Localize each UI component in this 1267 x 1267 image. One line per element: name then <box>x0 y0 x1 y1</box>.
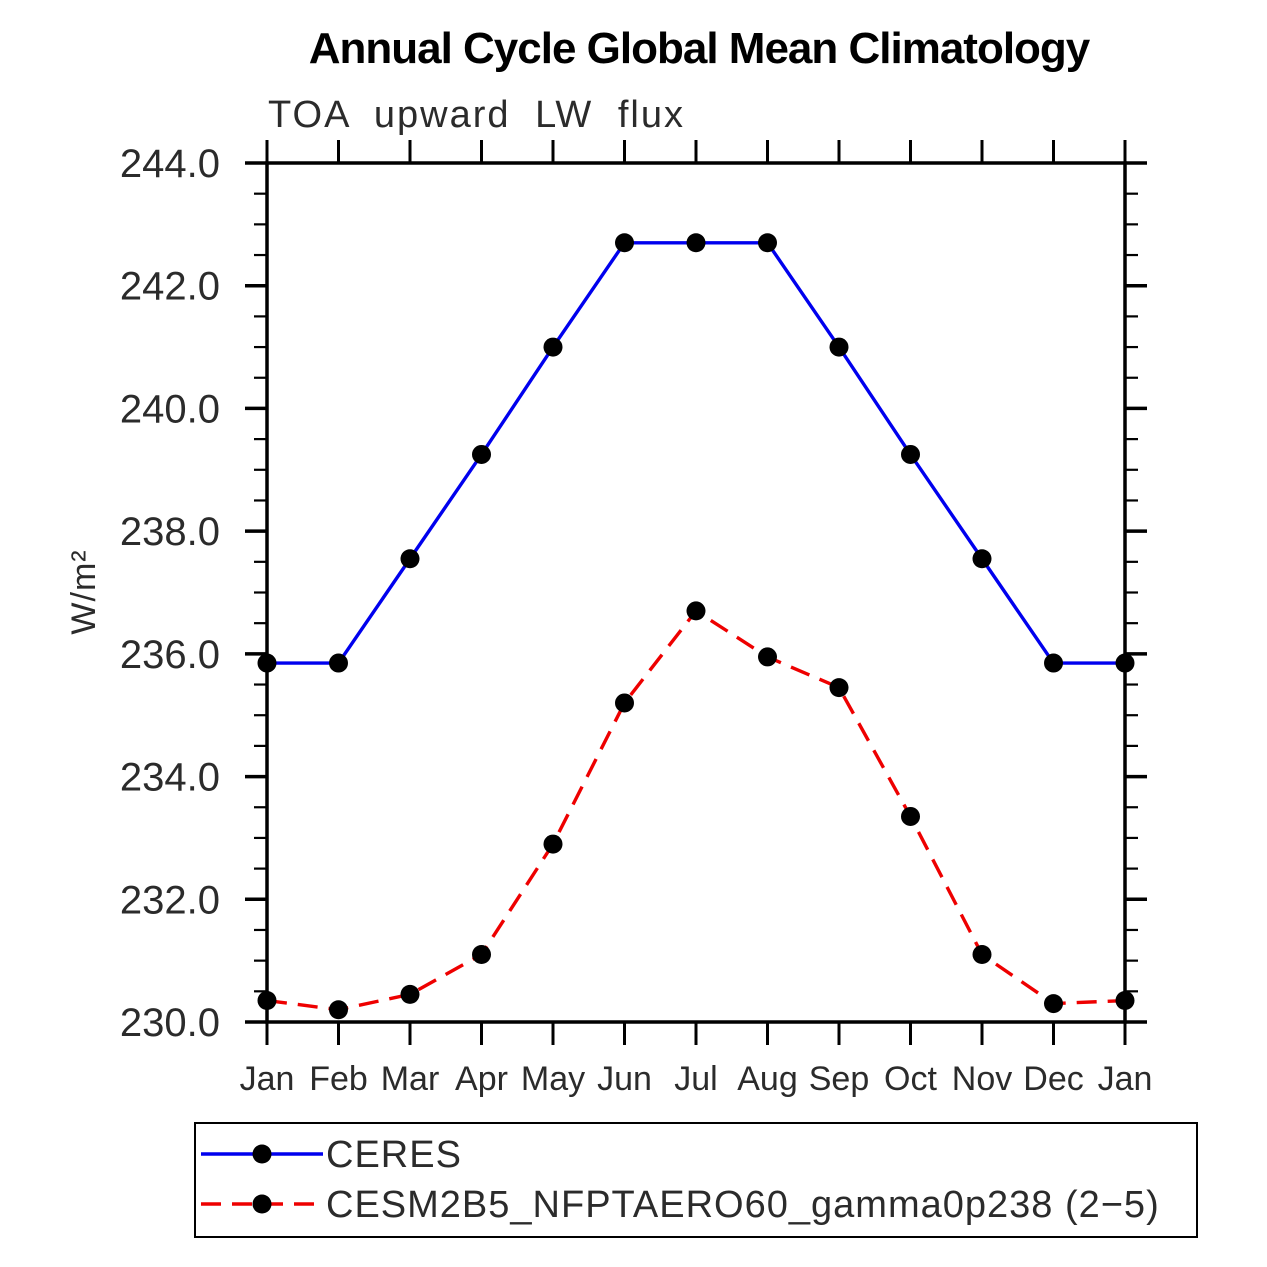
y-tick-label: 230.0 <box>120 1001 220 1045</box>
series-1-marker <box>1044 994 1063 1014</box>
x-tick-label: Apr <box>455 1060 508 1098</box>
series-0-marker <box>901 444 920 464</box>
series-0-marker <box>472 444 491 464</box>
series-1-marker <box>472 945 491 965</box>
series-0-marker <box>1115 653 1135 673</box>
x-tick-label: Sep <box>809 1060 870 1098</box>
series-0-marker <box>1044 653 1063 673</box>
series-1-marker <box>758 647 777 667</box>
series-0-marker <box>615 233 634 253</box>
series-0-marker <box>972 549 992 569</box>
series-0-marker <box>829 337 849 357</box>
series-1-marker <box>400 984 420 1004</box>
chart-subtitle: TOA upward LW flux <box>268 94 685 136</box>
x-tick-label: Feb <box>309 1060 368 1098</box>
series-1-marker <box>686 601 706 621</box>
y-tick-label: 240.0 <box>120 387 220 431</box>
series-0-marker <box>329 653 348 673</box>
axis-box <box>265 161 1127 1024</box>
x-tick-label: Dec <box>1023 1060 1083 1098</box>
series-1-marker <box>972 945 992 965</box>
x-tick-label: Jan <box>1098 1060 1153 1098</box>
x-tick-label: Mar <box>381 1060 440 1098</box>
series-1-marker <box>615 693 634 713</box>
chart-title: Annual Cycle Global Mean Climatology <box>309 24 1091 73</box>
x-tick-label: Nov <box>952 1060 1012 1098</box>
y-tick-label: 236.0 <box>120 633 220 677</box>
series-0-marker <box>543 337 563 357</box>
y-tick-label: 242.0 <box>120 265 220 309</box>
cesm-legend-label: CESM2B5_NFPTAERO60_gamma0p238 (2−5) <box>326 1184 1160 1226</box>
series-line-1 <box>266 608 1126 1012</box>
x-tick-label: May <box>521 1060 585 1098</box>
x-tick-label: Jan <box>240 1060 295 1098</box>
plot-area: 230.0 232.0 234.0 236.0 238.0 240.0 242.0 244.0… <box>120 140 1153 1098</box>
x-tick-label: Aug <box>737 1060 798 1098</box>
series-1-marker <box>257 991 277 1011</box>
series-0-marker <box>686 233 706 253</box>
series-0-marker <box>257 653 277 673</box>
ceres-legend-label: CERES <box>326 1134 462 1176</box>
y-tick-label: 234.0 <box>120 756 220 800</box>
series-1-marker <box>829 678 849 698</box>
x-tick-label: Oct <box>884 1060 937 1098</box>
series-1-marker <box>543 834 563 854</box>
legend-box <box>194 1122 1198 1238</box>
series-1-marker <box>329 1000 348 1020</box>
y-tick-label: 238.0 <box>120 510 220 554</box>
cesm-legend-marker <box>252 1194 272 1214</box>
x-tick-label: Jul <box>674 1060 717 1098</box>
y-tick-label: 244.0 <box>120 142 220 186</box>
y-axis-title: W/m² <box>65 549 103 634</box>
series-1-marker <box>901 806 920 826</box>
y-tick-label: 232.0 <box>120 878 220 922</box>
series-line-0 <box>267 241 1125 665</box>
series-0-marker <box>400 549 420 569</box>
ceres-legend-marker <box>252 1144 272 1164</box>
legend: CERES CESM2B5_NFPTAERO60_gamma0p238 (2−5… <box>194 1122 1198 1238</box>
x-tick-label: Jun <box>597 1060 652 1098</box>
series-0-marker <box>758 233 777 253</box>
series-1-marker <box>1115 991 1135 1011</box>
